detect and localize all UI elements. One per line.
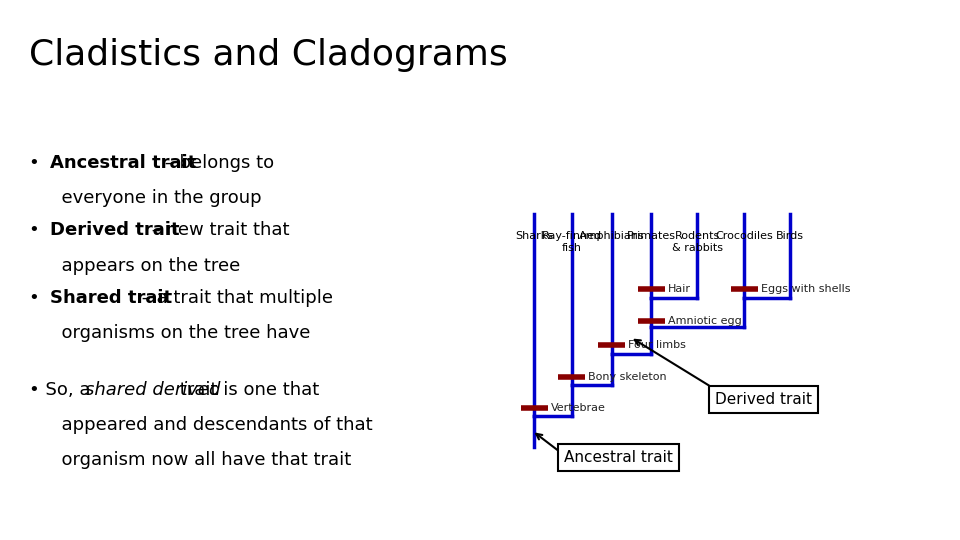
Text: shared derived: shared derived [85,381,221,399]
Text: everyone in the group: everyone in the group [50,189,261,207]
Text: Primates: Primates [627,231,676,241]
Text: Four limbs: Four limbs [628,340,686,350]
Text: – belongs to: – belongs to [159,154,275,172]
Text: Shared trait: Shared trait [50,289,172,307]
Text: Ancestral trait: Ancestral trait [564,450,673,465]
Text: trait is one that: trait is one that [174,381,319,399]
Text: – new trait that: – new trait that [146,221,289,239]
Text: Vertebrae: Vertebrae [551,403,606,413]
Text: Hair: Hair [667,285,690,294]
Text: Amniotic egg: Amniotic egg [667,315,741,326]
Text: Birds: Birds [777,231,804,241]
Text: •: • [29,289,45,307]
Text: appears on the tree: appears on the tree [50,256,240,274]
Text: Ancestral trait: Ancestral trait [50,154,196,172]
Text: Crocodiles: Crocodiles [715,231,773,241]
Text: organisms on the tree have: organisms on the tree have [50,324,310,342]
Text: Sharks: Sharks [516,231,553,241]
Text: Cladistics and Cladograms: Cladistics and Cladograms [29,38,508,72]
Text: organism now all have that trait: organism now all have that trait [50,451,351,469]
Text: Rodents
& rabbits: Rodents & rabbits [672,231,723,253]
Text: Amphibians: Amphibians [579,231,644,241]
Text: •: • [29,221,45,239]
Text: appeared and descendants of that: appeared and descendants of that [50,416,372,434]
Text: • So, a: • So, a [29,381,96,399]
Text: Bony skeleton: Bony skeleton [588,372,666,382]
Text: •: • [29,154,45,172]
Text: Ray-finned
fish: Ray-finned fish [541,231,602,253]
Text: Derived trait: Derived trait [715,392,812,407]
Text: Eggs with shells: Eggs with shells [760,285,851,294]
Text: – a trait that multiple: – a trait that multiple [136,289,333,307]
Text: Derived trait: Derived trait [50,221,180,239]
